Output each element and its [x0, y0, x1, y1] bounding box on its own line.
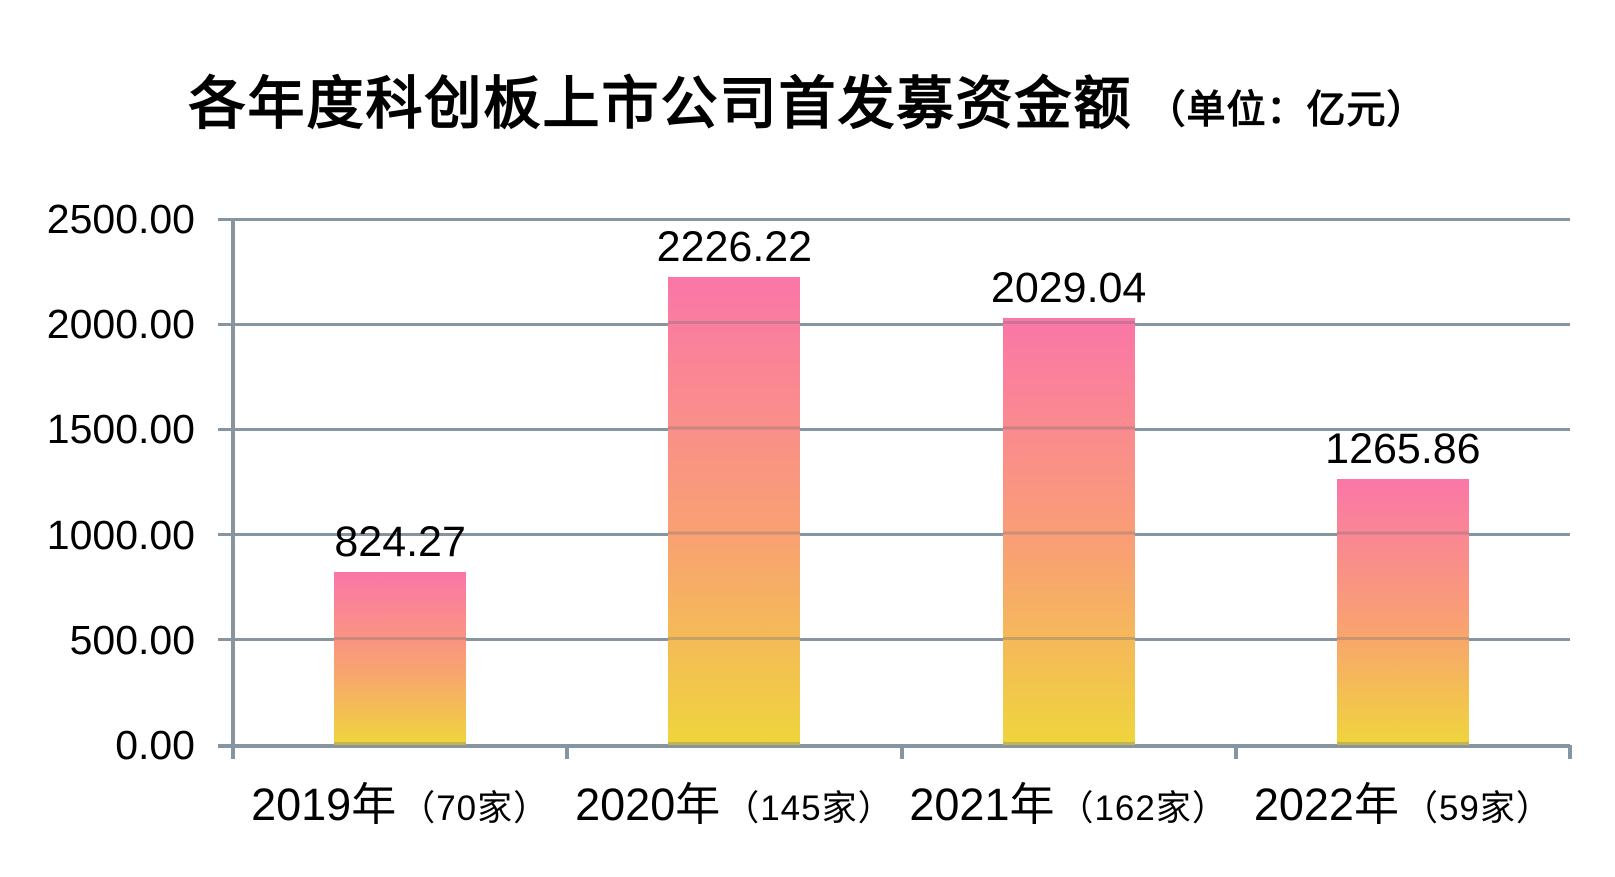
- x-category-year: 2020年: [575, 779, 721, 830]
- chart-title-main: 各年度科创板上市公司首发募资金额: [188, 72, 1133, 136]
- gridline-y-2000.00: [218, 322, 1570, 326]
- y-tick-label: 1000.00: [46, 511, 195, 558]
- bar-2021年: [1002, 318, 1135, 745]
- x-category-count: （70家）: [400, 789, 550, 828]
- x-category-count: （162家）: [1058, 789, 1228, 828]
- gridline-y-1500.00: [218, 427, 1570, 431]
- bar-value-label: 824.27: [334, 517, 466, 566]
- chart-title-unit: （单位：亿元）: [1146, 89, 1427, 132]
- gridline-y-500.00: [218, 638, 1570, 642]
- x-axis-tick: [899, 745, 904, 759]
- y-tick-label: 2500.00: [46, 196, 195, 242]
- bar-value-label: 1265.86: [1325, 424, 1481, 473]
- bar-2019年: [334, 571, 467, 746]
- gridline-y-1000.00: [218, 533, 1570, 537]
- x-axis-tick: [1568, 745, 1572, 759]
- x-category-label: 2019年 （70家）: [233, 768, 567, 832]
- x-axis-tick: [565, 745, 570, 759]
- x-category-label: 2021年 （162家）: [902, 768, 1236, 832]
- gridline-y-0.00: [218, 743, 1570, 748]
- gridline-y-2500.00: [218, 217, 1570, 221]
- y-tick-label: 1500.00: [46, 406, 195, 453]
- x-category-year: 2021年: [909, 779, 1055, 830]
- x-axis-tick: [231, 745, 235, 759]
- x-category-label: 2020年 （145家）: [567, 768, 901, 832]
- x-category-count: （145家）: [724, 789, 894, 828]
- y-tick-label: 0.00: [115, 722, 195, 768]
- bar-value-label: 2226.22: [656, 222, 813, 271]
- x-axis-tick: [1233, 745, 1238, 759]
- y-axis-line: [231, 219, 235, 759]
- x-category-year: 2019年: [251, 779, 397, 830]
- plot-area: 824.27 2226.22 2029.04 1265.86: [218, 217, 1570, 748]
- y-tick-label: 2000.00: [46, 301, 195, 348]
- x-category-label: 2022年 （59家）: [1236, 768, 1570, 832]
- bar-2020年: [668, 276, 801, 746]
- bar-2022年: [1336, 478, 1469, 746]
- y-tick-label: 500.00: [69, 616, 195, 663]
- x-category-year: 2022年: [1253, 779, 1399, 830]
- x-category-count: （59家）: [1402, 789, 1552, 828]
- bar-value-label: 2029.04: [990, 264, 1147, 313]
- chart-title: 各年度科创板上市公司首发募资金额 （单位：亿元）: [0, 58, 1615, 140]
